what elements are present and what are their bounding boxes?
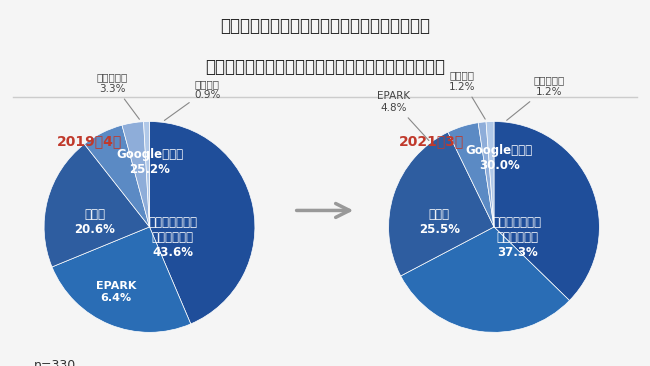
Wedge shape (494, 122, 599, 300)
Wedge shape (389, 132, 494, 276)
Text: 2021年3月: 2021年3月 (399, 134, 464, 148)
Text: その他
20.6%: その他 20.6% (74, 208, 115, 236)
Text: Googleマップ
30.0%: Googleマップ 30.0% (465, 145, 533, 172)
Text: どのサービスの口コミ・レビューを参考にしますか？: どのサービスの口コミ・レビューを参考にしますか？ (205, 57, 445, 76)
Wedge shape (486, 122, 494, 227)
Wedge shape (52, 227, 190, 332)
Text: Googleマップ
25.2%: Googleマップ 25.2% (116, 147, 183, 176)
Text: オズモール
3.3%: オズモール 3.3% (97, 72, 139, 119)
Wedge shape (448, 123, 494, 227)
Text: n=330: n=330 (34, 359, 76, 366)
Wedge shape (44, 144, 150, 267)
Text: エキテン
1.2%: エキテン 1.2% (449, 70, 485, 119)
Wedge shape (84, 125, 150, 227)
Text: マッサージ等リラクゼーション施設を選ぶ際に: マッサージ等リラクゼーション施設を選ぶ際に (220, 16, 430, 35)
Text: ホットペッパー
ビューティー
37.3%: ホットペッパー ビューティー 37.3% (493, 216, 541, 259)
Wedge shape (478, 122, 494, 227)
Wedge shape (144, 122, 150, 227)
Wedge shape (400, 227, 569, 332)
Text: EPARK
6.4%: EPARK 6.4% (96, 281, 136, 303)
Text: ホットペッパー
ビューティー
43.6%: ホットペッパー ビューティー 43.6% (148, 216, 197, 259)
Text: EPARK
4.8%: EPARK 4.8% (377, 92, 429, 141)
Wedge shape (150, 122, 255, 324)
Wedge shape (122, 122, 150, 227)
Text: オズモール
1.2%: オズモール 1.2% (507, 75, 564, 120)
Text: その他
25.5%: その他 25.5% (419, 208, 460, 236)
Text: 2019年4月: 2019年4月 (57, 134, 122, 148)
Text: エキテン
0.9%: エキテン 0.9% (164, 79, 220, 120)
